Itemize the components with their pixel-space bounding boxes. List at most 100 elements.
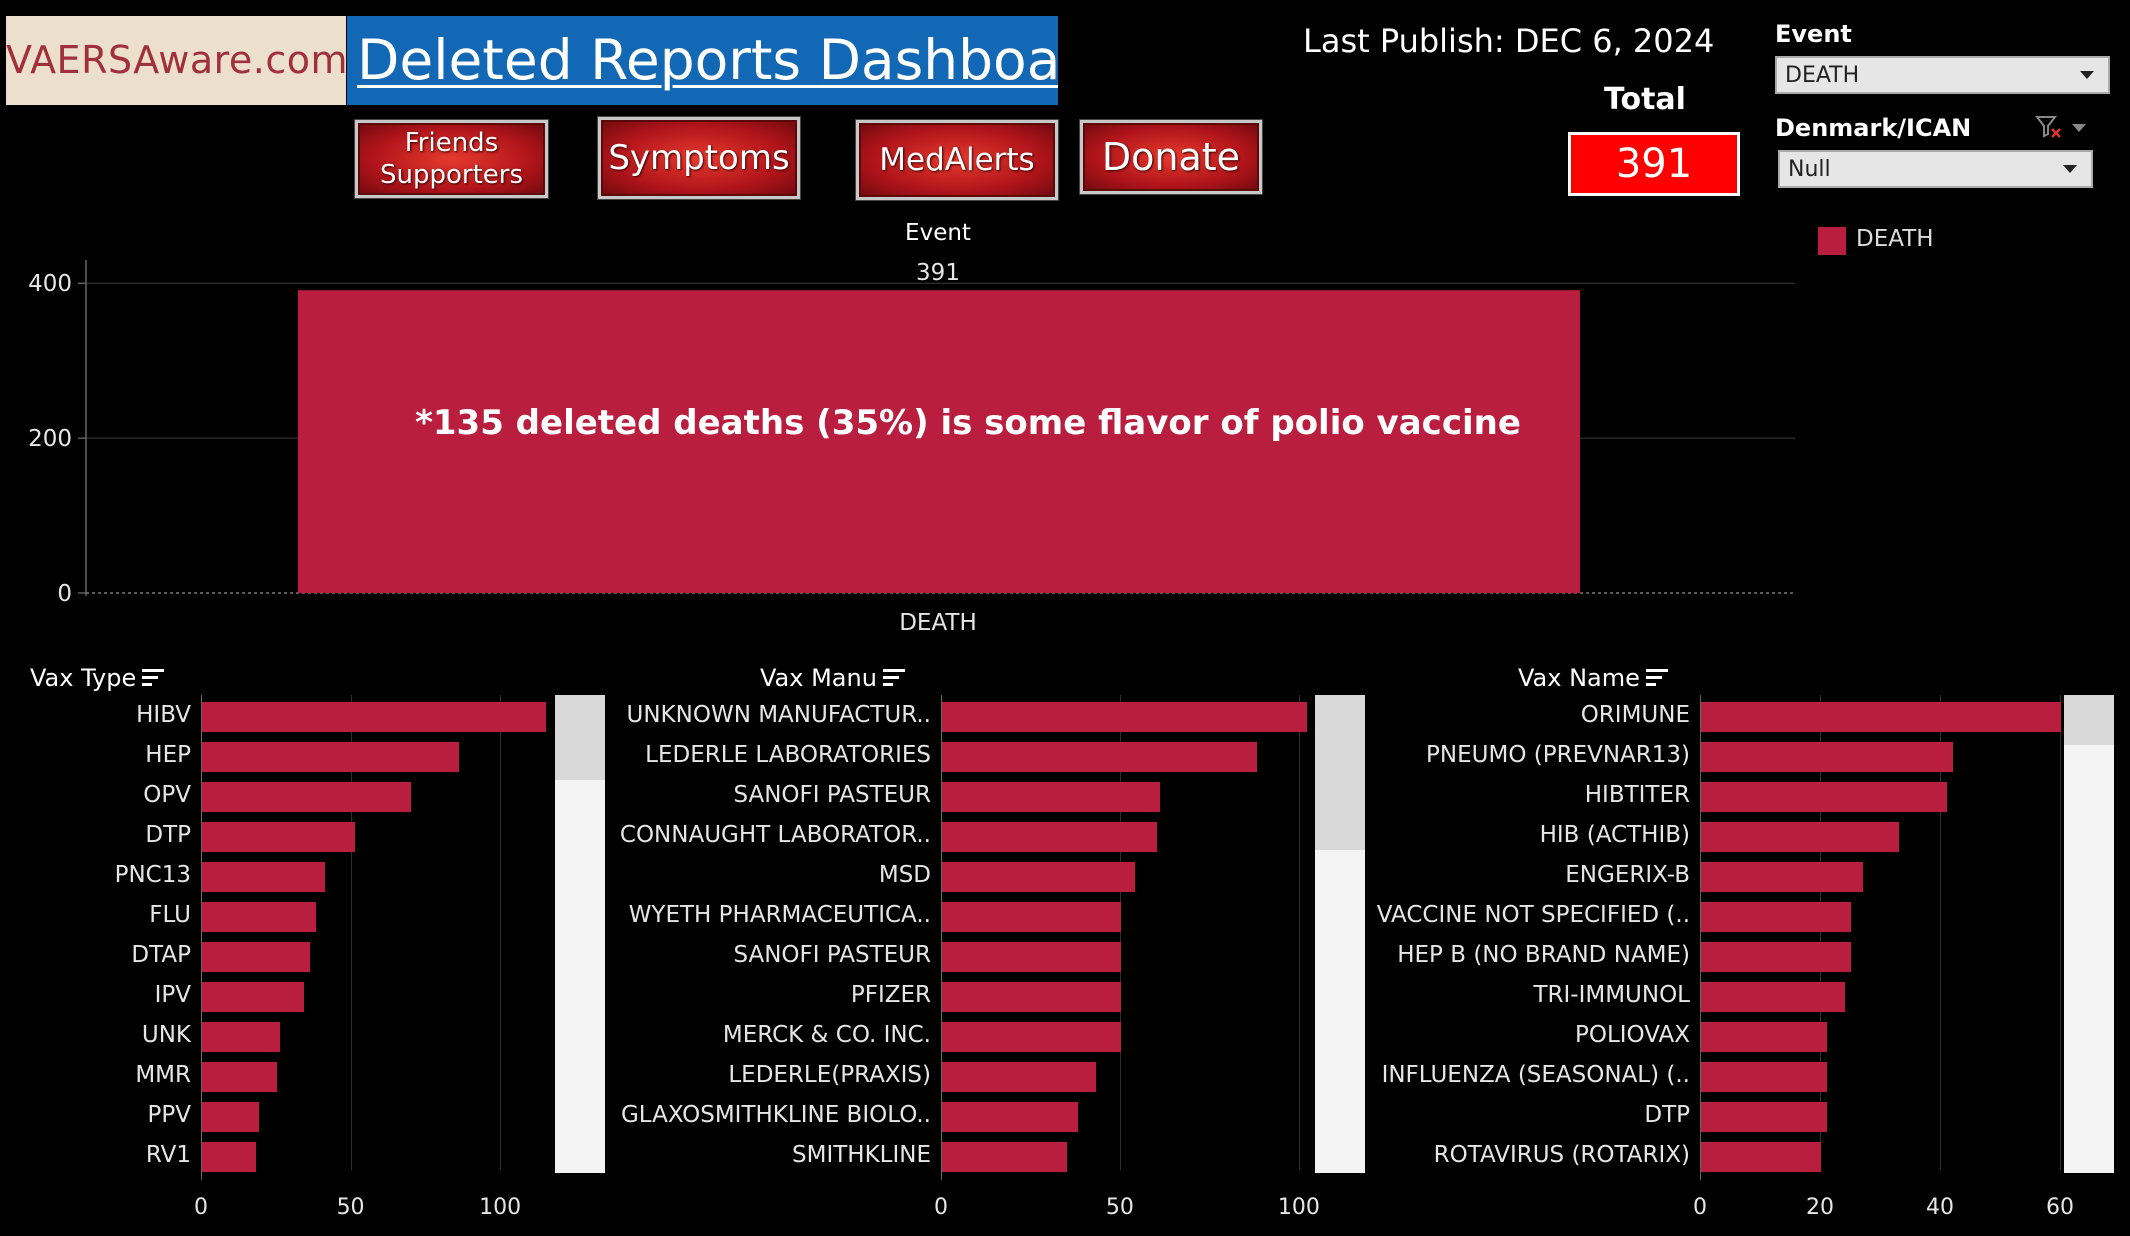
bar[interactable] — [202, 862, 325, 892]
x-tick-label: 40 — [1926, 1195, 1954, 1220]
category-label: PFIZER — [850, 982, 931, 1008]
bar[interactable] — [942, 1142, 1068, 1172]
vax-type-scrollbar[interactable] — [555, 695, 605, 1173]
bar[interactable] — [202, 1142, 256, 1172]
donate-button[interactable]: Donate — [1080, 120, 1262, 194]
denmark-select-value: Null — [1788, 156, 1831, 182]
x-tick-label: 20 — [1806, 1195, 1834, 1220]
vax-name-chart: 0 20 40 60 ORIMUNE PNEUMO (PREVNAR13) HIBTITER… — [1370, 690, 2130, 1236]
bar[interactable] — [202, 942, 310, 972]
title-part1: Deleted Reports — [357, 28, 819, 92]
symptoms-button[interactable]: Symptoms — [598, 117, 800, 199]
vax-manu-title: Vax Manu — [760, 664, 877, 692]
bar[interactable] — [1701, 942, 1851, 972]
bar[interactable] — [1701, 702, 2061, 732]
bar[interactable] — [942, 902, 1121, 932]
category-label: HEP B (NO BRAND NAME) — [1397, 942, 1690, 968]
event-select[interactable]: DEATH — [1775, 56, 2110, 94]
bar[interactable] — [202, 782, 412, 812]
bar[interactable] — [202, 742, 460, 772]
bar[interactable] — [202, 702, 547, 732]
category-label: OPV — [143, 782, 191, 808]
title-part2: Dashboard — [818, 28, 1058, 92]
category-label: PPV — [147, 1102, 191, 1128]
bar[interactable] — [1701, 1062, 1827, 1092]
vax-manu-scroll-thumb[interactable] — [1315, 695, 1365, 850]
gridline — [1940, 695, 1941, 1170]
supporters-label: Supporters — [379, 160, 523, 190]
filter-menu-chevron-icon[interactable] — [2072, 124, 2086, 132]
sort-icon[interactable] — [882, 668, 905, 688]
bar[interactable] — [202, 1062, 277, 1092]
x-tick-label: 50 — [1105, 1195, 1134, 1220]
y-tick-label: 0 — [57, 581, 72, 607]
bar[interactable] — [1701, 1142, 1821, 1172]
bar[interactable] — [1701, 982, 1845, 1012]
vax-name-scroll-thumb[interactable] — [2064, 695, 2114, 745]
category-label: SANOFI PASTEUR — [733, 942, 931, 968]
bar[interactable] — [1701, 742, 1953, 772]
bar[interactable] — [1701, 902, 1851, 932]
category-label: DTAP — [131, 942, 191, 968]
category-label: IPV — [154, 982, 191, 1008]
friends-supporters-button[interactable]: Friends Supporters — [355, 120, 548, 198]
bar[interactable] — [202, 1022, 280, 1052]
symptoms-label: Symptoms — [608, 138, 790, 178]
event-bar-death[interactable] — [298, 290, 1580, 593]
x-tick-label: 100 — [479, 1195, 522, 1220]
x-tick-label: 0 — [934, 1195, 948, 1220]
gridline — [350, 695, 352, 1170]
vax-manu-scrollbar[interactable] — [1315, 695, 1365, 1173]
bar[interactable] — [942, 1062, 1096, 1092]
event-select-value: DEATH — [1785, 62, 1860, 88]
y-tick-label: 400 — [28, 271, 72, 297]
bar[interactable] — [202, 902, 316, 932]
legend-label-death: DEATH — [1856, 226, 1934, 252]
bar[interactable] — [942, 822, 1157, 852]
bar[interactable] — [1701, 822, 1899, 852]
y-axis-line — [201, 695, 202, 1180]
friends-label: Friends — [404, 128, 499, 158]
bar[interactable] — [1701, 782, 1947, 812]
category-label: VACCINE NOT SPECIFIED (.. — [1376, 902, 1690, 928]
x-tick-label: 0 — [194, 1195, 208, 1220]
vax-manu-panel-title: Vax Manu — [760, 664, 905, 692]
bar[interactable] — [942, 1022, 1121, 1052]
bar[interactable] — [942, 942, 1121, 972]
gridline — [2060, 695, 2061, 1170]
x-tick-label: 100 — [1277, 1195, 1320, 1220]
gridline — [1820, 695, 1821, 1170]
total-label: Total — [1604, 82, 1686, 117]
bar[interactable] — [1701, 1102, 1827, 1132]
bar[interactable] — [942, 702, 1307, 732]
gridline — [500, 695, 502, 1170]
bar[interactable] — [202, 822, 355, 852]
bar[interactable] — [202, 1102, 259, 1132]
category-label: RV1 — [145, 1142, 191, 1168]
sort-icon[interactable] — [1645, 668, 1668, 688]
category-label: UNKNOWN MANUFACTUR.. — [626, 702, 931, 728]
category-label: GLAXOSMITHKLINE BIOLO.. — [620, 1102, 931, 1128]
bar[interactable] — [942, 982, 1121, 1012]
bar[interactable] — [942, 782, 1161, 812]
medalerts-button[interactable]: MedAlerts — [856, 120, 1058, 200]
bar[interactable] — [942, 862, 1136, 892]
clear-filter-icon[interactable] — [2034, 114, 2063, 140]
category-label: ROTAVIRUS (ROTARIX) — [1433, 1142, 1690, 1168]
category-label: DTP — [145, 822, 191, 848]
category-label: MSD — [878, 862, 931, 888]
category-label: MERCK & CO. INC. — [722, 1022, 931, 1048]
denmark-select[interactable]: Null — [1778, 150, 2093, 188]
bar[interactable] — [942, 742, 1257, 772]
bar[interactable] — [1701, 862, 1863, 892]
sort-icon[interactable] — [142, 668, 165, 688]
vax-manu-chart: 0 50 100 UNKNOWN MANUFACTUR.. LEDERLE LABORA… — [610, 690, 1370, 1236]
bar[interactable] — [1701, 1022, 1827, 1052]
bar[interactable] — [942, 1102, 1078, 1132]
y-axis-line — [1700, 695, 1701, 1180]
site-logo[interactable]: VAERSAware.com — [6, 16, 348, 105]
vax-name-scrollbar[interactable] — [2064, 695, 2114, 1173]
category-label: CONNAUGHT LABORATOR.. — [619, 822, 931, 848]
bar[interactable] — [202, 982, 304, 1012]
vax-type-scroll-thumb[interactable] — [555, 695, 605, 780]
